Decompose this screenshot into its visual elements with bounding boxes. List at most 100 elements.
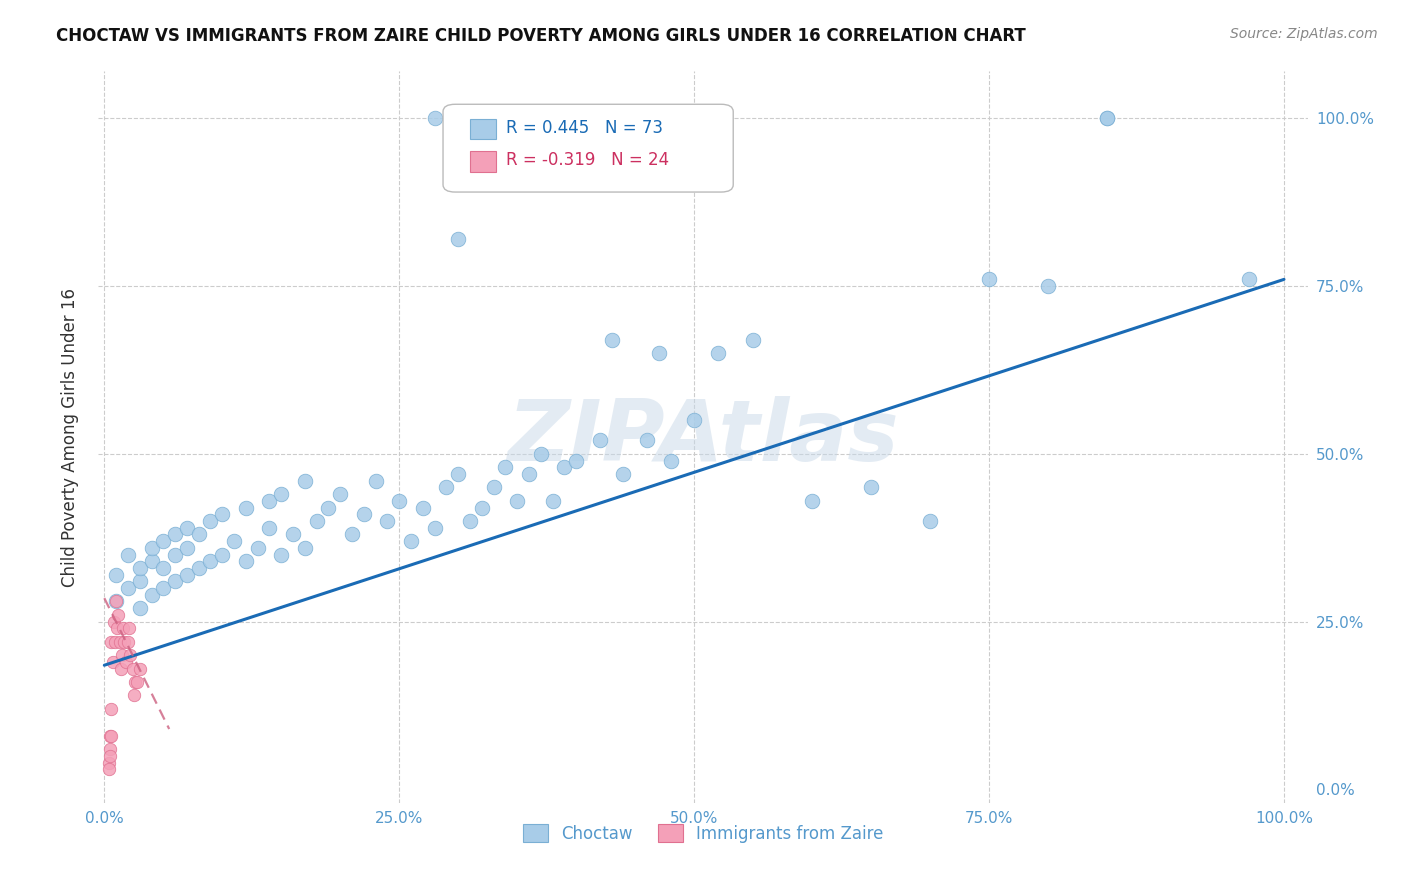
FancyBboxPatch shape xyxy=(470,151,496,171)
Point xyxy=(211,548,233,562)
Point xyxy=(128,662,150,676)
Point xyxy=(107,607,129,622)
Point xyxy=(235,500,257,515)
Point xyxy=(270,548,292,562)
Point xyxy=(165,527,187,541)
Point xyxy=(117,581,139,595)
Point xyxy=(506,112,529,126)
Point xyxy=(412,500,434,515)
Point xyxy=(128,601,150,615)
Point xyxy=(103,615,125,629)
Point xyxy=(127,675,149,690)
Point xyxy=(110,662,132,676)
Point xyxy=(423,521,446,535)
Point xyxy=(281,527,304,541)
Point xyxy=(165,548,187,562)
Point xyxy=(105,621,128,635)
Point xyxy=(121,662,143,676)
Point xyxy=(920,514,942,528)
Point xyxy=(458,514,481,528)
Point xyxy=(565,453,588,467)
Point xyxy=(377,514,399,528)
Point xyxy=(471,500,494,515)
Point xyxy=(860,480,883,494)
Point xyxy=(659,453,682,467)
Point xyxy=(399,534,422,549)
Point xyxy=(530,112,553,126)
Point xyxy=(98,756,121,770)
Point xyxy=(152,561,174,575)
Point xyxy=(105,567,128,582)
Point xyxy=(200,554,222,568)
Point xyxy=(612,467,634,481)
Point xyxy=(1095,112,1118,126)
Point xyxy=(98,748,121,763)
Point xyxy=(105,594,128,608)
Point xyxy=(176,521,198,535)
Point xyxy=(152,581,174,595)
Point xyxy=(128,561,150,575)
Point xyxy=(108,634,131,648)
Point xyxy=(101,655,124,669)
Point xyxy=(98,742,121,756)
Point xyxy=(436,480,458,494)
Point xyxy=(176,567,198,582)
Point xyxy=(423,112,446,126)
Y-axis label: Child Poverty Among Girls Under 16: Child Poverty Among Girls Under 16 xyxy=(60,287,79,587)
Point xyxy=(100,702,122,716)
Point xyxy=(122,689,145,703)
Point xyxy=(340,527,363,541)
Text: R = 0.445   N = 73: R = 0.445 N = 73 xyxy=(506,119,662,136)
Point xyxy=(801,493,824,508)
Point xyxy=(364,474,387,488)
Point xyxy=(235,554,257,568)
Point xyxy=(388,493,411,508)
Text: CHOCTAW VS IMMIGRANTS FROM ZAIRE CHILD POVERTY AMONG GIRLS UNDER 16 CORRELATION : CHOCTAW VS IMMIGRANTS FROM ZAIRE CHILD P… xyxy=(56,27,1026,45)
Point xyxy=(1237,272,1260,286)
Point xyxy=(100,634,122,648)
Point xyxy=(270,487,292,501)
Point xyxy=(117,548,139,562)
Point xyxy=(98,729,121,743)
Point xyxy=(222,534,245,549)
Point xyxy=(648,346,671,360)
Point xyxy=(141,541,163,555)
Point xyxy=(329,487,352,501)
Point xyxy=(541,493,564,508)
Point xyxy=(118,621,141,635)
Point xyxy=(187,561,209,575)
Legend: Choctaw, Immigrants from Zaire: Choctaw, Immigrants from Zaire xyxy=(516,818,890,849)
Point xyxy=(112,621,135,635)
Point xyxy=(114,655,136,669)
Point xyxy=(353,508,375,522)
Point xyxy=(120,648,142,662)
Point xyxy=(447,467,470,481)
Point xyxy=(141,554,163,568)
Point xyxy=(305,514,328,528)
Point xyxy=(141,588,163,602)
Point xyxy=(124,675,146,690)
Point xyxy=(200,514,222,528)
Text: Source: ZipAtlas.com: Source: ZipAtlas.com xyxy=(1230,27,1378,41)
Point xyxy=(494,460,516,475)
Point xyxy=(447,232,470,246)
Point xyxy=(977,272,1000,286)
FancyBboxPatch shape xyxy=(470,119,496,139)
Point xyxy=(1095,112,1118,126)
Point xyxy=(294,541,316,555)
Point xyxy=(294,474,316,488)
Point xyxy=(98,762,121,776)
Point xyxy=(742,333,765,347)
Point xyxy=(482,480,505,494)
Point xyxy=(176,541,198,555)
Point xyxy=(530,447,553,461)
Point xyxy=(111,648,134,662)
Point xyxy=(259,521,281,535)
Text: ZIPAtlas: ZIPAtlas xyxy=(508,395,898,479)
Point xyxy=(211,508,233,522)
Point xyxy=(600,333,623,347)
Point xyxy=(318,500,340,515)
Point xyxy=(112,634,135,648)
Point xyxy=(105,594,128,608)
Point xyxy=(246,541,269,555)
